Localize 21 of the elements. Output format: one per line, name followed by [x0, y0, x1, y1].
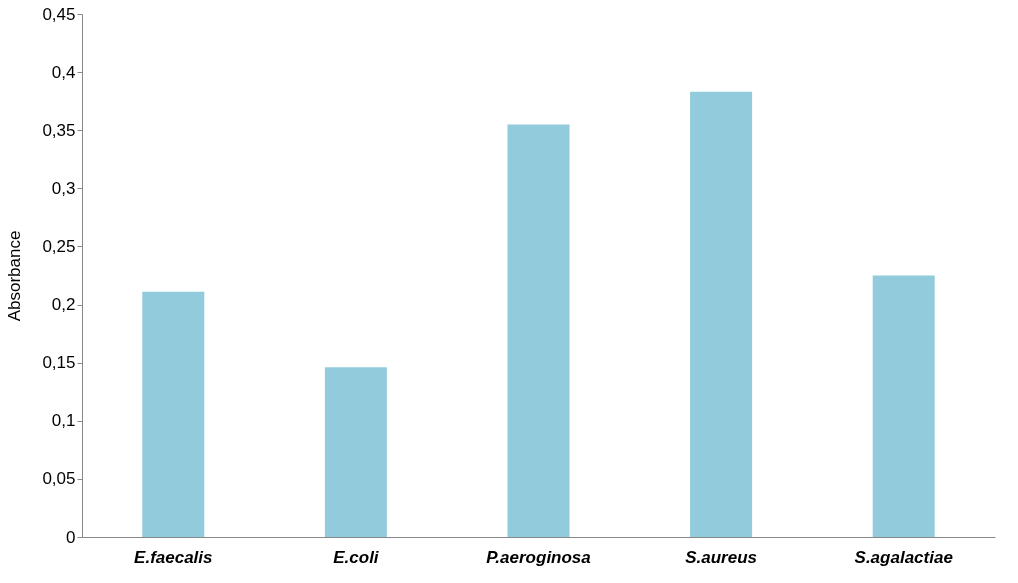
x-tick-label: S.aureus [685, 547, 758, 567]
x-tick-label: P.aeroginosa [486, 547, 591, 567]
y-tick-label: 0,1 [51, 411, 76, 431]
bar [690, 91, 753, 537]
x-tick-label: E.coli [333, 547, 380, 567]
y-tick-label: 0,3 [51, 178, 76, 198]
bar [872, 275, 935, 537]
x-tick-label: S.agalactiae [854, 547, 953, 567]
y-tick-label: 0,35 [42, 120, 76, 140]
y-tick-label: 0 [66, 527, 76, 547]
y-tick-label: 0,4 [51, 62, 76, 82]
x-tick-label: E.faecalis [134, 547, 213, 567]
y-tick-label: 0,15 [42, 353, 76, 373]
y-tick-label: 0,45 [42, 4, 76, 24]
y-tick-label: 0,05 [42, 469, 76, 489]
bar [507, 124, 570, 537]
bar [324, 367, 387, 537]
y-axis-title: Absorbance [5, 230, 25, 322]
bar [142, 291, 205, 537]
y-tick-label: 0,2 [51, 295, 76, 315]
y-tick-label: 0,25 [42, 236, 76, 256]
